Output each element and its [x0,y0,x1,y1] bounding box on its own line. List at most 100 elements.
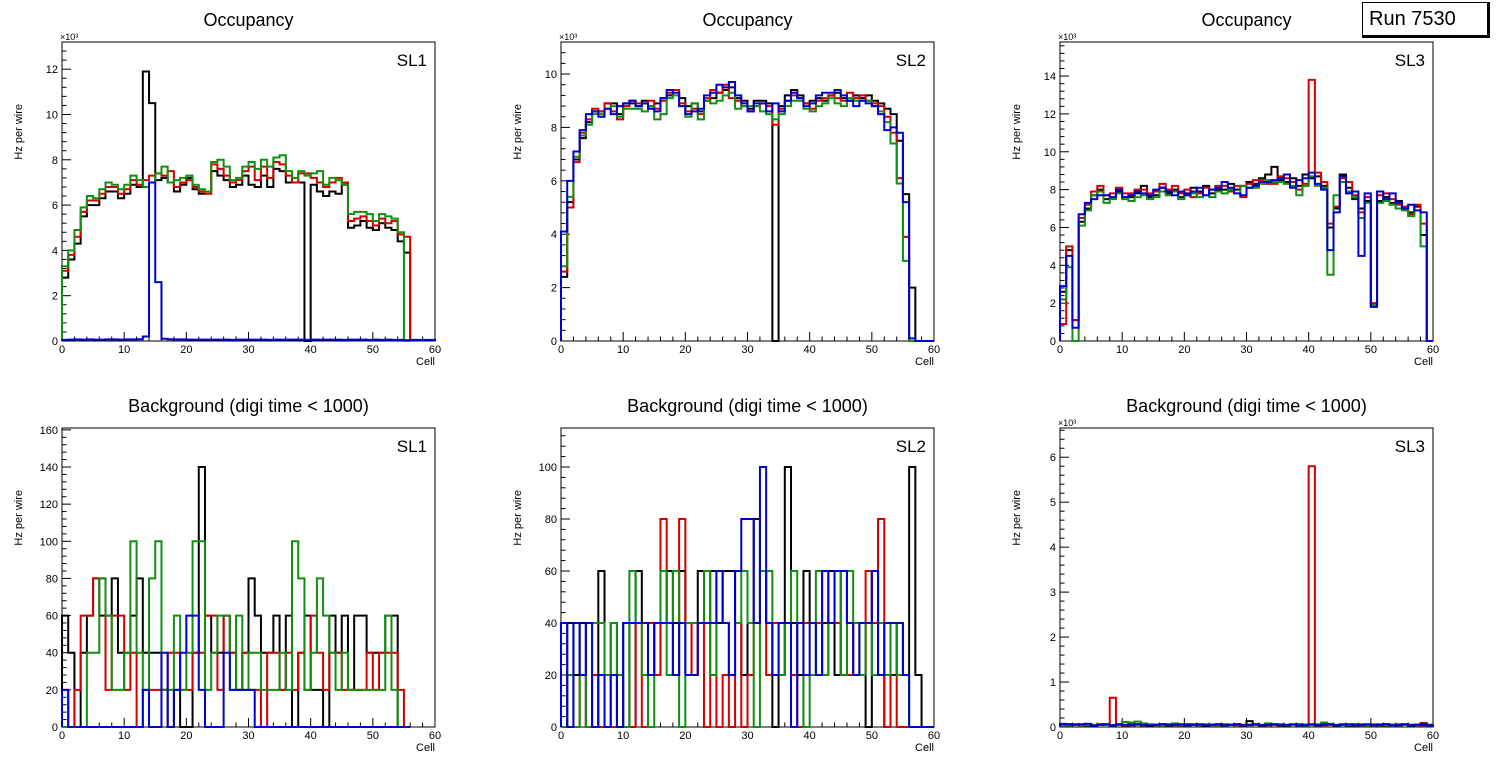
x-tick-label: 40 [804,344,816,356]
y-axis-label: Hz per wire [13,490,25,546]
series-red-line [61,161,412,341]
y-tick-label: 6 [1050,222,1056,234]
x-tick-label: 40 [804,730,816,742]
y-tick-label: 80 [545,514,557,526]
y-tick-label: 100 [539,462,557,474]
x-tick-label: 10 [118,730,130,742]
x-tick-label: 0 [1057,730,1063,742]
chart-title: Background (digi time < 1000) [627,396,868,416]
x-tick-label: 30 [741,730,753,742]
y-tick-label: 0 [52,722,58,734]
x-tick-label: 60 [429,344,441,356]
y-tick-label: 6 [52,200,58,212]
y-tick-label: 10 [46,109,58,121]
series-blue-line [61,614,411,728]
x-tick-label: 10 [1116,344,1128,356]
run-label-box: Run 7530 [1362,2,1490,38]
y-axis-label: Hz per wire [13,104,25,160]
series-red-line [560,83,934,342]
series-blue-line [1059,171,1433,342]
x-axis-label: Cell [1414,356,1433,368]
y-tick-label: 4 [1050,542,1056,554]
y-axis-label: Hz per wire [1011,104,1023,160]
y-tick-label: 120 [40,499,58,511]
x-tick-label: 50 [866,344,878,356]
chart-panel-1: Occupancy 0 10 20 30 40 50 60 0 2 4 6 8 10 12 Cell Hz pe… [13,10,441,368]
x-tick-label: 40 [305,344,317,356]
y-tick-label: 8 [1050,185,1056,197]
y-tick-label: 6 [551,176,557,188]
y-axis-label: Hz per wire [1011,490,1023,546]
x-tick-label: 50 [1365,344,1377,356]
x-tick-label: 10 [118,344,130,356]
series-green-line [62,540,411,728]
x-tick-label: 60 [1427,730,1439,742]
x-tick-label: 0 [59,344,65,356]
series-red-line [1059,465,1434,727]
chart-title: Occupancy [203,10,293,30]
y-tick-label: 20 [46,685,58,697]
superlayer-label: SL1 [397,51,427,70]
chart-title: Background (digi time < 1000) [1126,396,1367,416]
x-tick-label: 0 [1057,344,1063,356]
y-tick-label: 80 [46,573,58,585]
y-tick-label: 2 [52,291,58,303]
y-tick-label: 3 [1050,587,1056,599]
x-axis-label: Cell [1414,742,1433,754]
chart-panel-4: Background (digi time < 1000) 0 10 20 30 40 50… [13,396,441,754]
chart-title: Occupancy [1201,10,1291,30]
series-green-line [560,91,934,342]
series-black-line [61,70,412,342]
chart-panel-3: Occupancy 0 10 20 30 40 50 60 0 2 4 6 8 10 12 14 Cell Hz … [1011,10,1439,368]
y-axis-label: Hz per wire [512,104,524,160]
y-tick-label: 12 [1044,109,1056,121]
x-tick-label: 60 [928,730,940,742]
x-tick-label: 20 [679,730,691,742]
series-blue-line [61,181,436,342]
y-tick-label: 2 [551,283,557,295]
x-tick-label: 50 [367,344,379,356]
y-tick-label: 1 [1050,677,1056,689]
x-tick-label: 30 [741,344,753,356]
x-tick-label: 20 [679,344,691,356]
y-tick-label: 0 [551,722,557,734]
x-tick-label: 50 [367,730,379,742]
x-tick-label: 30 [242,730,254,742]
superlayer-label: SL2 [896,51,926,70]
x-tick-label: 50 [1365,730,1377,742]
x-tick-label: 40 [305,730,317,742]
chart-panel-5: Background (digi time < 1000) 0 10 20 30 40 50… [512,396,940,754]
superlayer-label: SL3 [1395,51,1425,70]
y-tick-label: 60 [46,611,58,623]
x-axis-label: Cell [915,356,934,368]
x-tick-label: 0 [558,730,564,742]
x-tick-label: 20 [180,730,192,742]
y-tick-label: 0 [52,336,58,348]
x-tick-label: 60 [429,730,441,742]
y-tick-label: 10 [545,69,557,81]
y-exponent-label: ×10³ [60,32,78,42]
series-blue-line [560,81,934,342]
x-tick-label: 30 [1240,730,1252,742]
y-tick-label: 140 [40,462,58,474]
y-tick-label: 60 [545,566,557,578]
y-tick-label: 20 [545,670,557,682]
y-axis-label: Hz per wire [512,490,524,546]
series-blue-line [560,466,934,728]
series-blue-line [1059,722,1434,727]
y-tick-label: 8 [551,122,557,134]
plot-frame [1059,427,1434,728]
y-tick-label: 0 [551,336,557,348]
y-tick-label: 4 [551,229,557,241]
y-tick-label: 40 [545,618,557,630]
x-tick-label: 20 [1178,730,1190,742]
series-green-line [61,154,411,342]
x-tick-label: 10 [617,730,629,742]
y-tick-label: 8 [52,155,58,167]
y-tick-label: 0 [1050,722,1056,734]
y-tick-label: 40 [46,648,58,660]
x-axis-label: Cell [416,356,435,368]
series-black-line [560,86,934,342]
y-tick-label: 12 [46,64,58,76]
x-tick-label: 20 [180,344,192,356]
